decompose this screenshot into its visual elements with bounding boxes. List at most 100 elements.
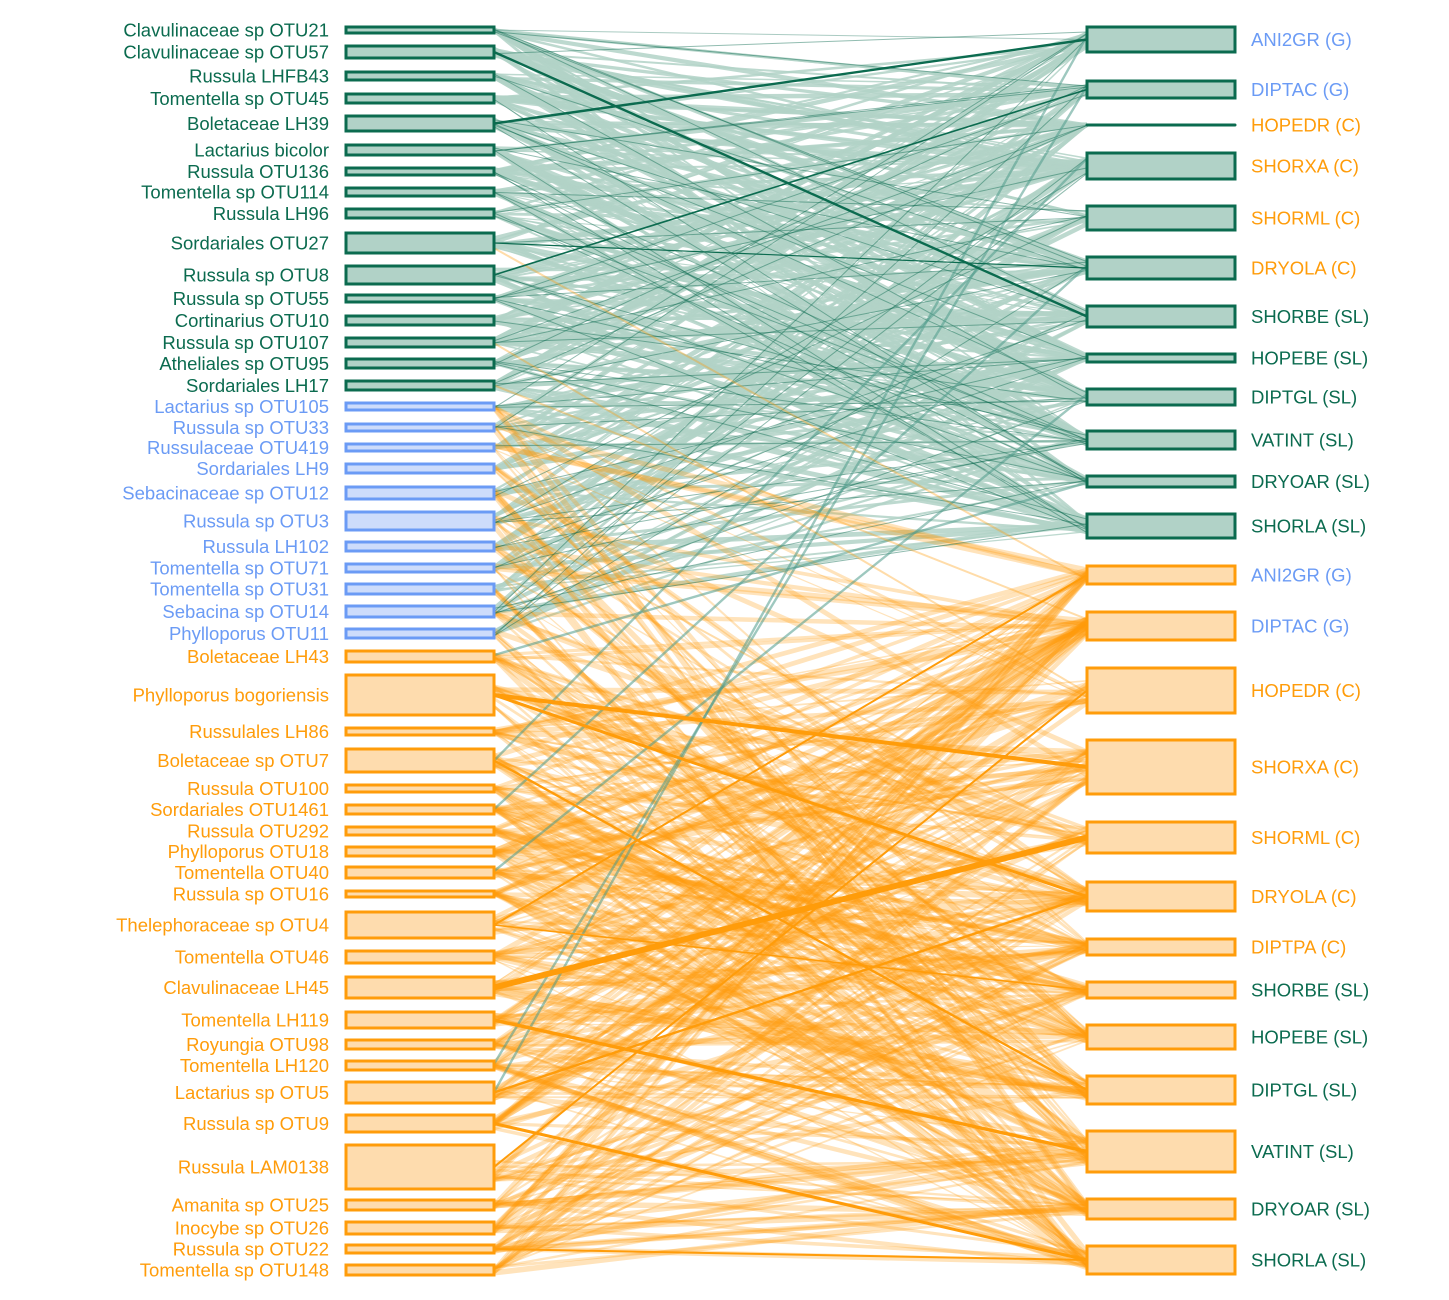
left-node-box[interactable]	[344, 92, 496, 105]
right-node-box[interactable]	[1085, 429, 1237, 451]
right-node-box[interactable]	[1085, 1129, 1237, 1174]
left-node-box[interactable]	[344, 825, 496, 837]
left-node-box[interactable]	[344, 1143, 496, 1191]
right-node-box[interactable]	[1085, 304, 1237, 329]
left-node-box[interactable]	[344, 562, 496, 574]
left-node-box[interactable]	[344, 803, 496, 816]
link	[493, 319, 1088, 521]
left-node-label: Russula sp OTU9	[183, 1113, 329, 1134]
right-node-box[interactable]	[1085, 387, 1237, 407]
right-node-box[interactable]	[1085, 738, 1237, 796]
link	[493, 705, 1088, 1141]
left-node-box[interactable]	[344, 293, 496, 304]
left-node-box[interactable]	[344, 314, 496, 327]
link	[493, 476, 1088, 493]
left-node-box[interactable]	[344, 186, 496, 198]
left-node-box[interactable]	[344, 510, 496, 532]
right-node-box[interactable]	[1085, 880, 1237, 913]
link	[492, 629, 1089, 1027]
right-node-box[interactable]	[1085, 352, 1237, 364]
left-node-box[interactable]	[344, 462, 496, 475]
left-node-box[interactable]	[344, 379, 496, 392]
right-node-box[interactable]	[1085, 1074, 1237, 1106]
link	[493, 356, 1088, 637]
left-node-box[interactable]	[344, 422, 496, 433]
right-node-box[interactable]	[1085, 512, 1237, 540]
left-node-box[interactable]	[344, 44, 496, 60]
right-node-box[interactable]	[1085, 666, 1237, 715]
left-node-box[interactable]	[344, 1113, 496, 1134]
link	[493, 1206, 1088, 1234]
left-node-box[interactable]	[344, 910, 496, 940]
left-node-box[interactable]	[344, 357, 496, 370]
link	[493, 840, 1088, 1271]
link	[492, 752, 1089, 1266]
right-node-box[interactable]	[1085, 820, 1237, 855]
link	[493, 405, 1088, 698]
link	[493, 1159, 1088, 1207]
link	[493, 1208, 1088, 1250]
left-node-box[interactable]	[344, 540, 496, 553]
left-node-box[interactable]	[344, 627, 496, 640]
link	[492, 572, 1089, 1206]
left-node-box[interactable]	[344, 1038, 496, 1051]
right-node-box[interactable]	[1085, 564, 1237, 586]
link	[493, 1041, 1088, 1211]
left-node-box[interactable]	[344, 1243, 496, 1255]
left-node-box[interactable]	[344, 336, 496, 349]
left-node-box[interactable]	[344, 485, 496, 501]
right-node-box[interactable]	[1085, 937, 1237, 957]
right-node-box[interactable]	[1085, 1197, 1237, 1221]
left-node-box[interactable]	[344, 673, 496, 717]
left-node-box[interactable]	[344, 845, 496, 858]
link	[493, 836, 1088, 1250]
left-node-box[interactable]	[344, 949, 496, 965]
left-node-box[interactable]	[344, 231, 496, 255]
right-node-box[interactable]	[1085, 255, 1237, 281]
right-node-box[interactable]	[1085, 980, 1237, 1000]
left-node-box[interactable]	[344, 114, 496, 133]
left-node-box[interactable]	[344, 865, 496, 880]
right-node-box[interactable]	[1085, 474, 1237, 489]
right-node-box[interactable]	[1085, 79, 1237, 100]
link	[493, 827, 1088, 990]
left-node-box[interactable]	[344, 1198, 496, 1212]
right-node-box[interactable]	[1085, 151, 1237, 181]
link	[493, 423, 1088, 578]
right-node-box[interactable]	[1085, 1023, 1237, 1051]
left-node-box[interactable]	[344, 1220, 496, 1236]
left-node-box[interactable]	[344, 1080, 496, 1105]
left-node-box[interactable]	[344, 649, 496, 664]
left-node-box[interactable]	[344, 975, 496, 1000]
right-node-box[interactable]	[1085, 610, 1237, 642]
left-node-box[interactable]	[344, 604, 496, 619]
left-node-box[interactable]	[344, 143, 496, 157]
right-node-box[interactable]	[1085, 204, 1237, 232]
right-node-box[interactable]	[1085, 25, 1237, 54]
left-node-box[interactable]	[344, 747, 496, 774]
left-node-box[interactable]	[344, 207, 496, 220]
right-node-box[interactable]	[1085, 1244, 1237, 1276]
left-node-box[interactable]	[344, 1263, 496, 1277]
link	[493, 126, 1088, 481]
link	[493, 870, 1088, 1087]
left-node-box[interactable]	[344, 70, 496, 82]
left-node-box[interactable]	[344, 25, 496, 35]
link	[493, 393, 1088, 588]
link	[493, 1156, 1088, 1252]
left-node-box[interactable]	[344, 166, 496, 177]
left-node-box[interactable]	[344, 726, 496, 737]
right-node-label: SHORBE (SL)	[1251, 980, 1369, 1001]
link	[493, 41, 1088, 389]
link	[493, 927, 1088, 945]
left-node-box[interactable]	[344, 442, 496, 453]
left-node-box[interactable]	[344, 401, 496, 412]
left-node-box[interactable]	[344, 889, 496, 899]
link	[493, 397, 1088, 633]
left-node-box[interactable]	[344, 582, 496, 596]
left-node-box[interactable]	[344, 783, 496, 794]
left-node-box[interactable]	[344, 1059, 496, 1072]
left-node-box[interactable]	[344, 1010, 496, 1030]
left-node-box[interactable]	[344, 264, 496, 286]
